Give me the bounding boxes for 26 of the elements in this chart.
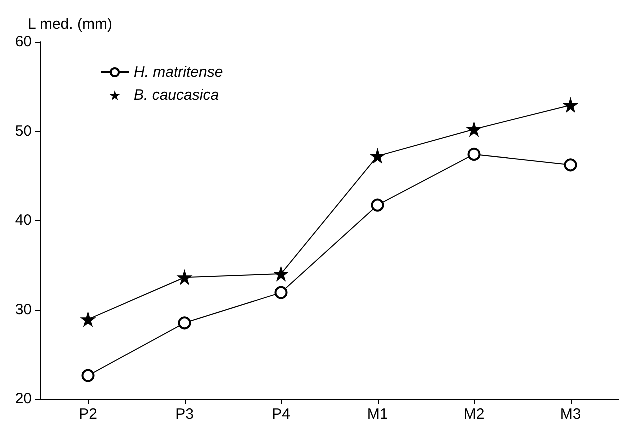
x-tick-label: M2 [464,406,485,422]
y-tick-label: 50 [15,122,32,140]
point [274,286,288,300]
x-tick-label: M1 [367,406,388,422]
y-tick-label: 20 [15,390,32,408]
legend-label: B. caucasica [134,87,220,104]
y-tick-label: 60 [15,34,32,50]
point [468,148,481,161]
point [467,122,482,136]
y-tick-label: 40 [15,212,32,229]
x-tick-label: P4 [272,406,290,422]
legend-label: H. matritense [134,64,224,81]
point [81,312,96,327]
point [178,316,192,330]
point [371,198,384,212]
y-axis-title: L med. (mm) [28,16,112,33]
point [370,149,385,164]
point [274,267,288,282]
x-tick-label: M3 [560,406,582,422]
point [82,369,95,382]
y-tick-label: 30 [15,301,32,318]
point [564,98,578,112]
x-tick-label: P3 [176,406,194,422]
point [564,158,578,172]
x-tick-label: P2 [79,406,98,422]
point [178,270,192,285]
